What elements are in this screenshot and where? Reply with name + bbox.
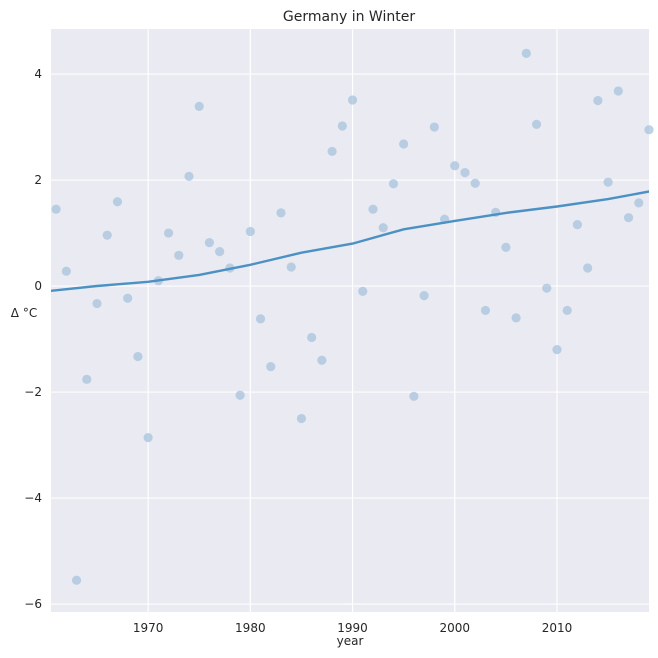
data-point <box>583 263 593 273</box>
data-point <box>634 198 644 208</box>
data-point <box>358 286 368 296</box>
y-tick-label: 4 <box>34 67 42 81</box>
data-point <box>123 293 133 303</box>
data-point <box>92 298 102 309</box>
data-point <box>521 48 531 58</box>
data-point <box>245 226 255 237</box>
y-tick-label: 0 <box>34 279 42 293</box>
data-point <box>102 230 112 240</box>
x-tick-label: 1980 <box>235 621 266 635</box>
data-point <box>593 95 603 106</box>
data-point <box>399 139 409 149</box>
data-point <box>368 204 378 214</box>
data-point <box>51 204 61 214</box>
y-axis-title: Δ °C <box>11 306 37 320</box>
trend-line-group <box>51 190 649 292</box>
data-point <box>419 290 429 301</box>
data-point <box>266 362 276 372</box>
data-point <box>296 413 307 424</box>
data-point <box>163 228 174 238</box>
data-point <box>327 146 337 157</box>
data-point <box>143 433 153 443</box>
data-point <box>603 177 613 187</box>
data-point <box>460 168 470 178</box>
data-point <box>112 197 123 207</box>
trend-line <box>51 190 649 292</box>
x-tick-label: 2000 <box>440 621 471 635</box>
data-point <box>562 305 572 316</box>
data-point <box>501 242 511 252</box>
data-point <box>450 161 460 171</box>
x-tick-label: 1990 <box>337 621 368 635</box>
data-point <box>388 179 399 189</box>
data-point <box>378 223 388 233</box>
data-point <box>194 101 204 111</box>
data-point <box>470 178 480 188</box>
data-point <box>644 125 654 135</box>
data-point <box>511 313 521 323</box>
plot-area <box>51 29 649 612</box>
data-point <box>613 86 623 96</box>
data-point <box>174 250 184 260</box>
x-tick-label: 2010 <box>542 621 573 635</box>
data-point <box>61 266 71 276</box>
data-point <box>480 305 491 316</box>
y-tick-labels: −6 −4 −2 0 2 4 <box>24 67 42 611</box>
data-point <box>317 355 327 365</box>
y-tick-label: −2 <box>24 385 42 399</box>
data-point <box>623 213 634 223</box>
data-point <box>235 390 245 400</box>
data-point <box>307 332 317 343</box>
data-point <box>71 575 82 585</box>
x-tick-label: 1970 <box>133 621 164 635</box>
data-point <box>337 121 347 131</box>
data-point <box>286 262 296 272</box>
data-point <box>82 374 92 384</box>
data-point <box>184 171 194 181</box>
x-tick-labels: 1970 1980 1990 2000 2010 <box>133 621 572 635</box>
data-point <box>215 247 225 257</box>
data-point <box>542 283 552 293</box>
y-tick-label: 2 <box>34 173 42 187</box>
data-point <box>572 219 583 230</box>
data-points <box>51 48 654 585</box>
data-point <box>133 351 143 362</box>
data-point <box>204 237 215 248</box>
y-tick-label: −6 <box>24 597 42 611</box>
x-axis-title: year <box>337 634 364 648</box>
grid <box>51 29 649 612</box>
data-point <box>429 122 439 132</box>
y-tick-label: −4 <box>24 491 42 505</box>
data-point <box>276 208 286 218</box>
data-point <box>531 119 542 129</box>
data-point <box>347 95 358 105</box>
chart-title: Germany in Winter <box>283 9 415 25</box>
data-point <box>552 345 562 355</box>
data-point <box>255 314 266 324</box>
data-point <box>409 391 419 401</box>
